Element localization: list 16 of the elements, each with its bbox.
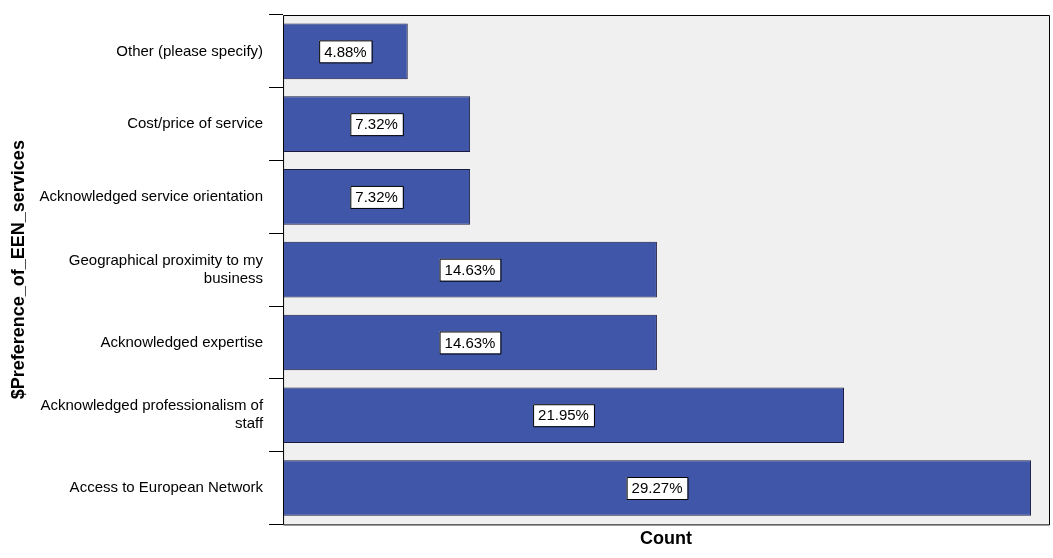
y-tick-label: Acknowledged expertise [100, 332, 264, 350]
y-tick-label: Acknowledged service orientation [39, 187, 264, 205]
data-label: 29.27% [631, 479, 683, 497]
data-label: 4.88% [324, 42, 367, 60]
data-label: 14.63% [444, 333, 496, 351]
data-label: 7.32% [355, 115, 398, 133]
y-tick-label: Geographical proximity to my business [68, 250, 264, 286]
y-tick-label: Access to European Network [69, 478, 264, 496]
x-axis-title: Count [640, 528, 693, 549]
data-label: 21.95% [538, 406, 589, 424]
data-label: 7.32% [355, 188, 398, 206]
y-tick-label: Acknowledged professionalism of staff [40, 396, 264, 432]
y-tick-label: Cost/price of service [127, 114, 264, 132]
data-label: 14.63% [444, 260, 496, 278]
y-tick-label: Other (please specify) [116, 41, 264, 59]
y-axis-title: $Preference_of_EEN_services [7, 140, 28, 400]
